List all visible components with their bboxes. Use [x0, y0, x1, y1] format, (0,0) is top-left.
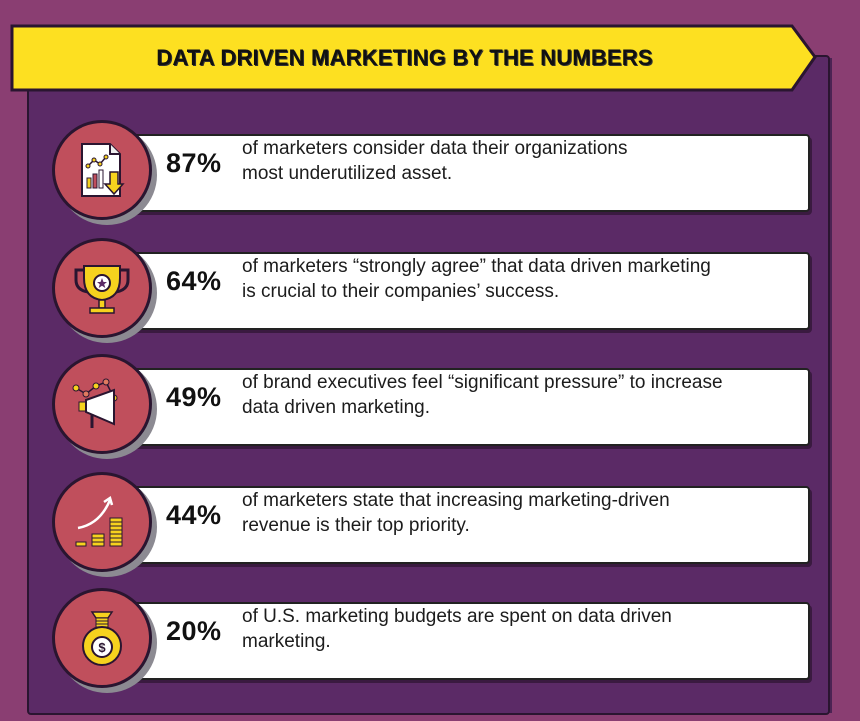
svg-text:$: $ — [98, 640, 106, 655]
stat-card — [130, 252, 810, 330]
title-banner: DATA DRIVEN MARKETING BY THE NUMBERS — [10, 24, 817, 92]
stat-row: 49% of brand executives feel “significan… — [46, 354, 826, 470]
stat-description: of brand executives feel “significant pr… — [242, 372, 723, 418]
stat-description: of marketers “strongly agree” that data … — [242, 256, 711, 302]
stat-description: of U.S. marketing budgets are spent on d… — [242, 606, 672, 652]
stat-percent: 87% — [166, 148, 222, 178]
stat-description: of marketers state that increasing marke… — [242, 490, 670, 536]
stat-card — [130, 602, 810, 680]
money-bag-icon: $ — [52, 588, 152, 688]
stat-percent: 49% — [166, 382, 222, 412]
stat-row: 64% of marketers “strongly agree” that d… — [46, 238, 826, 354]
megaphone-icon — [52, 354, 152, 454]
page-title: DATA DRIVEN MARKETING BY THE NUMBERS — [156, 44, 653, 70]
stat-card — [130, 486, 810, 564]
stat-row: $ 20% of U.S. marketing budgets are spen… — [46, 588, 826, 704]
report-chart-down-icon — [52, 120, 152, 220]
stat-card — [130, 368, 810, 446]
stat-card — [130, 134, 810, 212]
stat-percent: 64% — [166, 266, 222, 296]
stat-row: 44% of marketers state that increasing m… — [46, 472, 826, 588]
trophy-icon — [52, 238, 152, 338]
stat-description: of marketers consider data their organiz… — [242, 138, 628, 184]
stat-percent: 44% — [166, 500, 222, 530]
stat-row: 87% of marketers consider data their org… — [46, 120, 826, 236]
stat-percent: 20% — [166, 616, 222, 646]
coins-growth-icon — [52, 472, 152, 572]
